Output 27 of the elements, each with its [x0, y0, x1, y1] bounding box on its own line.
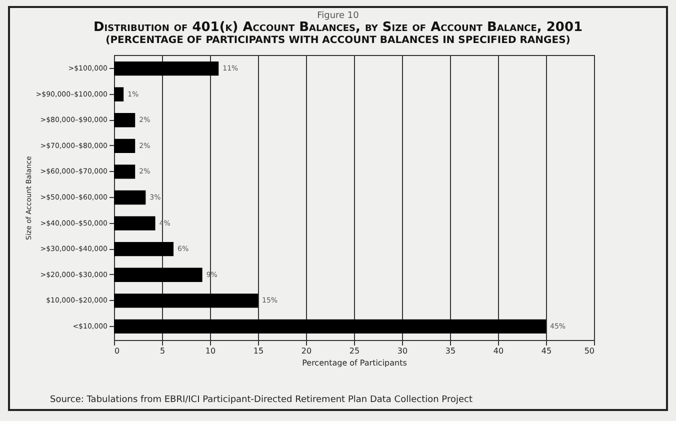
bar [114, 164, 136, 179]
x-tick-label: 10 [205, 346, 216, 356]
bar [114, 242, 174, 256]
source-note: Source: Tabulations from EBRI/ICI Participant-Directed Retirement Plan Data Collection Project [50, 395, 472, 405]
bar [114, 138, 136, 154]
bar [114, 216, 156, 230]
x-tick-label: 0 [114, 346, 120, 356]
chart-title: Distribution of 401(k) Account Balances, by Size of Account Balance, 2001 [92, 20, 584, 35]
x-tick-label: 45 [541, 346, 552, 356]
bar [114, 61, 219, 76]
bar [114, 319, 546, 334]
x-tick-label: 15 [253, 346, 264, 356]
x-tick-label: 40 [493, 346, 504, 356]
x-tick-label: 5 [160, 346, 166, 356]
x-tick-label: 35 [445, 346, 456, 356]
bar [114, 268, 202, 282]
chart-subtitle: (PERCENTAGE OF PARTICIPANTS WITH ACCOUNT BALANCES IN SPECIFIED RANGES) [104, 35, 572, 47]
x-tick-label: 50 [584, 346, 594, 356]
bar [114, 87, 124, 102]
caption: Figure 10 [316, 11, 360, 21]
bar [114, 294, 258, 308]
bar [114, 190, 146, 205]
x-tick-label: 25 [349, 346, 360, 356]
x-tick-label: 30 [397, 346, 408, 356]
x-axis-title: Percentage of Participants [302, 358, 407, 368]
bar [114, 113, 136, 128]
x-tick-label: 20 [301, 346, 312, 356]
